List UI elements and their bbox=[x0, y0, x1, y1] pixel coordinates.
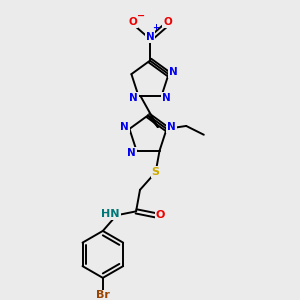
Text: S: S bbox=[152, 167, 160, 177]
Text: N: N bbox=[129, 93, 138, 103]
Text: Br: Br bbox=[96, 290, 110, 300]
Text: N: N bbox=[162, 93, 171, 103]
Text: O: O bbox=[156, 210, 165, 220]
Text: −: − bbox=[137, 11, 145, 21]
Text: HN: HN bbox=[101, 209, 120, 219]
Text: N: N bbox=[146, 32, 154, 42]
Text: N: N bbox=[169, 67, 178, 77]
Text: N: N bbox=[167, 122, 176, 132]
Text: +: + bbox=[152, 23, 159, 32]
Text: N: N bbox=[120, 122, 129, 132]
Text: N: N bbox=[127, 148, 136, 158]
Text: O: O bbox=[128, 17, 137, 28]
Text: O: O bbox=[163, 17, 172, 28]
